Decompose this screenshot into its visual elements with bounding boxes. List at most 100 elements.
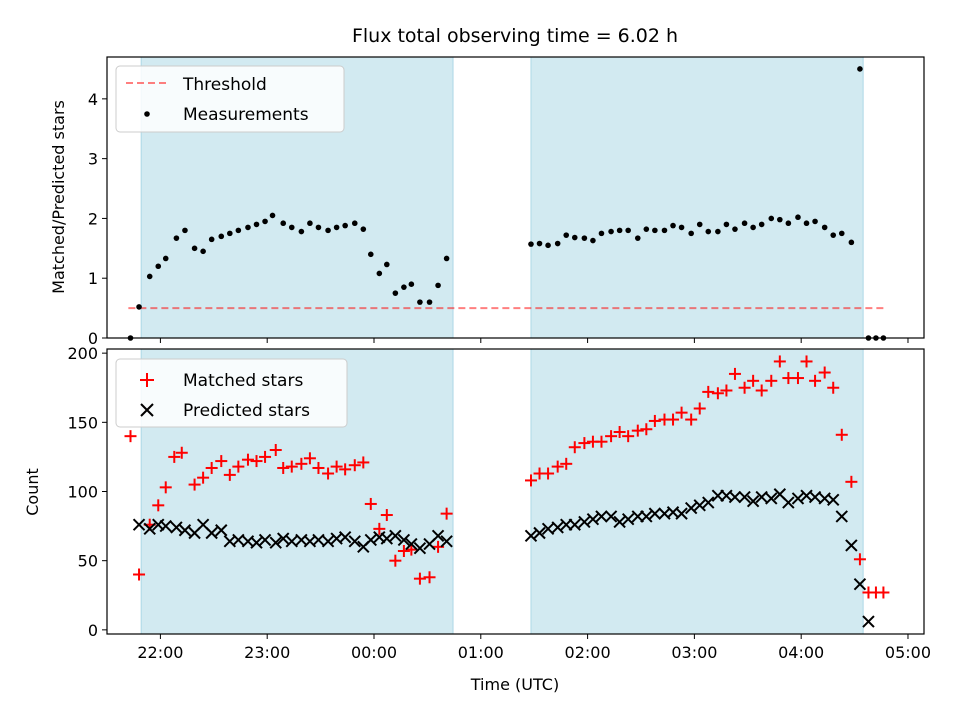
matched-point [877, 586, 890, 599]
measurement-point [590, 237, 596, 244]
measurement-point [218, 233, 225, 240]
predicted-point [389, 529, 402, 542]
matched-point [259, 450, 272, 463]
measurement-point [723, 221, 730, 228]
measurement-point [803, 220, 810, 227]
measurement-point [528, 241, 534, 247]
predicted-point [413, 542, 427, 555]
matched-point [303, 452, 316, 465]
x-axis-label: Time (UTC) [470, 675, 559, 694]
predicted-point [568, 518, 581, 531]
measurement-point [376, 270, 383, 277]
measurement-point [307, 220, 313, 227]
measurement-point [830, 232, 837, 238]
predicted-point [613, 515, 626, 529]
matched-point [322, 467, 335, 480]
measurement-point [245, 224, 251, 231]
matched-point [568, 441, 581, 454]
matched-point [277, 461, 290, 474]
predicted-point [684, 501, 698, 515]
y-tick-label: 200 [67, 344, 98, 363]
x-tick-label: 00:00 [351, 643, 397, 662]
matched-point [728, 367, 741, 380]
shaded-interval [530, 349, 864, 634]
predicted-point [586, 512, 600, 526]
count-legend: Matched stars Predicted stars [115, 358, 348, 428]
ratio-legend: Threshold Measurements [115, 65, 345, 133]
measurement-point [758, 221, 765, 228]
measurement-point [315, 224, 322, 231]
y-tick-label: 1 [88, 269, 98, 288]
matched-point [232, 460, 245, 473]
shaded-interval [530, 57, 864, 338]
predicted-point [380, 532, 394, 545]
measurement-point [536, 240, 543, 247]
measurement-point [392, 290, 399, 296]
measurement-point [269, 212, 276, 219]
predicted-point [746, 494, 760, 508]
matched-point [295, 457, 308, 470]
matched-point [250, 455, 263, 468]
x-tick-label: 01:00 [458, 643, 504, 662]
matched-point [241, 453, 254, 466]
predicted-point [277, 532, 290, 545]
measurement-point [705, 228, 712, 235]
measurement-point [333, 224, 340, 231]
matched-point [215, 455, 228, 468]
predicted-point [533, 526, 546, 540]
measurement-point [227, 230, 233, 237]
matched-point [551, 460, 564, 473]
x-tick-label: 04:00 [778, 643, 824, 662]
ratio-y-axis-label: Matched/Predicted stars [49, 100, 68, 294]
matched-point [152, 499, 165, 512]
matched-point [765, 374, 778, 387]
measurement-point [643, 226, 650, 232]
matched-point [357, 456, 370, 469]
matched-point [693, 402, 706, 415]
matched-point [845, 475, 858, 488]
y-tick-label: 0 [88, 329, 98, 348]
matched-point [818, 366, 831, 379]
predicted-point [431, 529, 445, 542]
predicted-point [258, 533, 272, 547]
matched-point [791, 372, 804, 385]
predicted-point [835, 510, 848, 523]
matched-point [405, 543, 418, 556]
measurement-point [652, 227, 658, 234]
predicted-point [132, 518, 146, 531]
y-tick-label: 150 [67, 413, 98, 432]
x-tick-label: 03:00 [671, 643, 717, 662]
predicted-point [159, 519, 172, 533]
measurement-point [688, 230, 694, 237]
measurement-point [325, 227, 331, 234]
measurement-point [360, 226, 367, 232]
ratio-panel-frame [106, 56, 925, 339]
predicted-point [765, 492, 778, 505]
count-panel: 0 50 100 150 200 22:00 23:00 00:00 01:00 02:00 03… [23, 344, 931, 694]
predicted-point [397, 533, 411, 547]
predicted-point [178, 524, 192, 537]
y-tick-label: 50 [78, 552, 98, 571]
matched-point [738, 381, 751, 394]
matched-point [197, 471, 210, 484]
predicted-point [205, 526, 218, 540]
legend-matched-swatch [140, 373, 154, 387]
matched-point [685, 413, 698, 426]
x-tick-label: 23:00 [244, 643, 290, 662]
measurement-point [563, 232, 570, 238]
measurement-point [598, 230, 605, 237]
matched-point [205, 461, 218, 474]
matched-point [605, 430, 618, 443]
matched-point [133, 568, 146, 581]
measurement-point [838, 230, 845, 237]
measurement-point [435, 282, 441, 289]
predicted-point [321, 535, 335, 548]
measurement-point [298, 228, 305, 235]
matched-point [720, 384, 733, 397]
measurement-point [136, 304, 142, 310]
measurement-point [417, 299, 423, 305]
y-tick-label: 4 [88, 90, 98, 109]
matched-point [640, 423, 653, 436]
predicted-point [250, 536, 263, 549]
